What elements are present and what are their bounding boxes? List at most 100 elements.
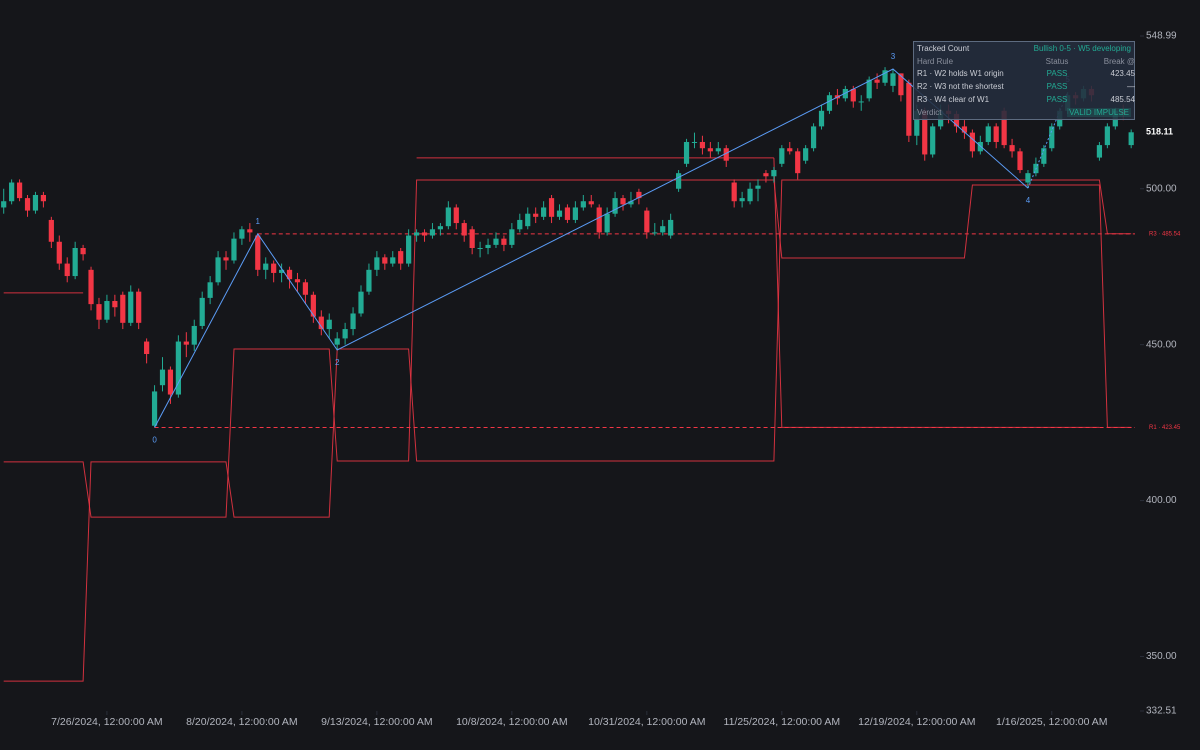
wave-label: 2 (335, 358, 340, 367)
wave-label: 0 (152, 436, 157, 445)
candle-body (493, 238, 499, 245)
candle-body (644, 210, 650, 233)
candle-body (683, 141, 690, 164)
candle-body (676, 173, 682, 189)
candle-body (620, 198, 626, 205)
candle-body (144, 341, 150, 355)
candle-body (40, 194, 46, 202)
candle-body (80, 247, 86, 255)
candle-body (1025, 173, 1031, 183)
candle-body (215, 257, 221, 283)
candle-body (382, 257, 388, 264)
candle-body (548, 198, 555, 217)
candle-body (207, 282, 213, 298)
candle-body (16, 182, 23, 199)
candle-body (429, 229, 436, 236)
candle-body (1, 201, 7, 208)
y-tick-label: 548.99 (1146, 31, 1177, 42)
candle-body (469, 229, 475, 248)
candle-body (24, 198, 31, 211)
candle-body (850, 88, 856, 102)
rule-row: R1 · W2 holds W1 origin PASS 423.45 (914, 68, 1135, 81)
candle-body (580, 201, 586, 208)
candle-body (64, 263, 70, 277)
candle-body (286, 269, 293, 280)
candle-body (715, 148, 721, 152)
level-label: R1 · 423.45 (1149, 425, 1181, 431)
candle-body (914, 110, 920, 136)
candle-body (517, 219, 523, 230)
column-header: Hard Rule (917, 56, 954, 66)
candle-body (191, 325, 197, 345)
candle-body (612, 198, 618, 214)
candle-body (437, 226, 443, 230)
verdict-label: Verdict (917, 107, 942, 117)
candle-body (239, 229, 245, 239)
candle-body (795, 151, 801, 174)
candle-body (406, 235, 412, 264)
level-label: R3 · 485.54 (1149, 231, 1181, 237)
candle-body (874, 79, 880, 83)
candle-body (366, 269, 372, 292)
wave-label: 4 (1026, 196, 1031, 205)
rule-status: PASS (1046, 69, 1068, 79)
candle-body (175, 341, 181, 395)
candle-body (969, 132, 975, 152)
band-line (3, 179, 1132, 518)
candle-body (183, 341, 189, 345)
candle-body (477, 247, 483, 249)
panel-header: Tracked Count Bullish 0-5 · W5 developin… (914, 42, 1134, 55)
rule-break: 423.45 (1110, 69, 1135, 79)
candle-body (739, 198, 745, 202)
candle-body (858, 101, 864, 103)
candle-body (231, 238, 237, 261)
candle-body (803, 148, 809, 161)
candle-body (1017, 151, 1023, 171)
candle-body (668, 219, 674, 236)
candle-body (1096, 145, 1103, 158)
last-price: 518.11 (1146, 127, 1173, 137)
candle-body (334, 338, 340, 345)
candle-body (882, 70, 888, 83)
rule-status: PASS (1046, 82, 1068, 92)
wave-line (154, 68, 1029, 428)
candle-body (810, 126, 817, 149)
x-tick-label: 11/25/2024, 12:00:00 AM (724, 716, 841, 728)
candle-body (9, 182, 15, 202)
candle-body (1041, 148, 1047, 164)
candle-body (1009, 145, 1015, 152)
candle-body (556, 210, 563, 217)
rule: R3 · W4 clear of W1 (917, 95, 990, 105)
candle-body (509, 229, 515, 245)
candle-body (104, 301, 110, 320)
candle-body (961, 126, 968, 133)
candle-body (223, 257, 229, 261)
candle-body (302, 282, 309, 295)
candle-body (342, 329, 348, 339)
candle-body (294, 279, 301, 283)
candle-body (72, 247, 78, 277)
candle-body (652, 232, 658, 234)
rule-break: — (1127, 82, 1135, 92)
candle-body (890, 73, 896, 86)
candle-body (390, 257, 396, 264)
candle-body (564, 207, 571, 220)
candle-body (691, 141, 698, 143)
x-tick-label: 12/19/2024, 12:00:00 AM (858, 716, 975, 728)
wave-label: 1 (256, 217, 261, 226)
candle-body (533, 213, 539, 217)
x-tick-label: 7/26/2024, 12:00:00 AM (51, 716, 163, 728)
x-tick-label: 9/13/2024, 12:00:00 AM (321, 716, 433, 728)
wave-projection (1027, 91, 1069, 189)
candle-body (866, 79, 872, 99)
y-tick-label: 350.00 (1146, 651, 1177, 662)
candle-body (707, 148, 713, 152)
wave-label: 3 (891, 52, 896, 61)
candle-body (199, 297, 205, 326)
candle-body (48, 219, 54, 242)
candle-body (167, 369, 174, 395)
candle-body (930, 126, 936, 155)
candle-body (453, 207, 459, 224)
rule-row: R2 · W3 not the shortest PASS — (914, 80, 1135, 93)
